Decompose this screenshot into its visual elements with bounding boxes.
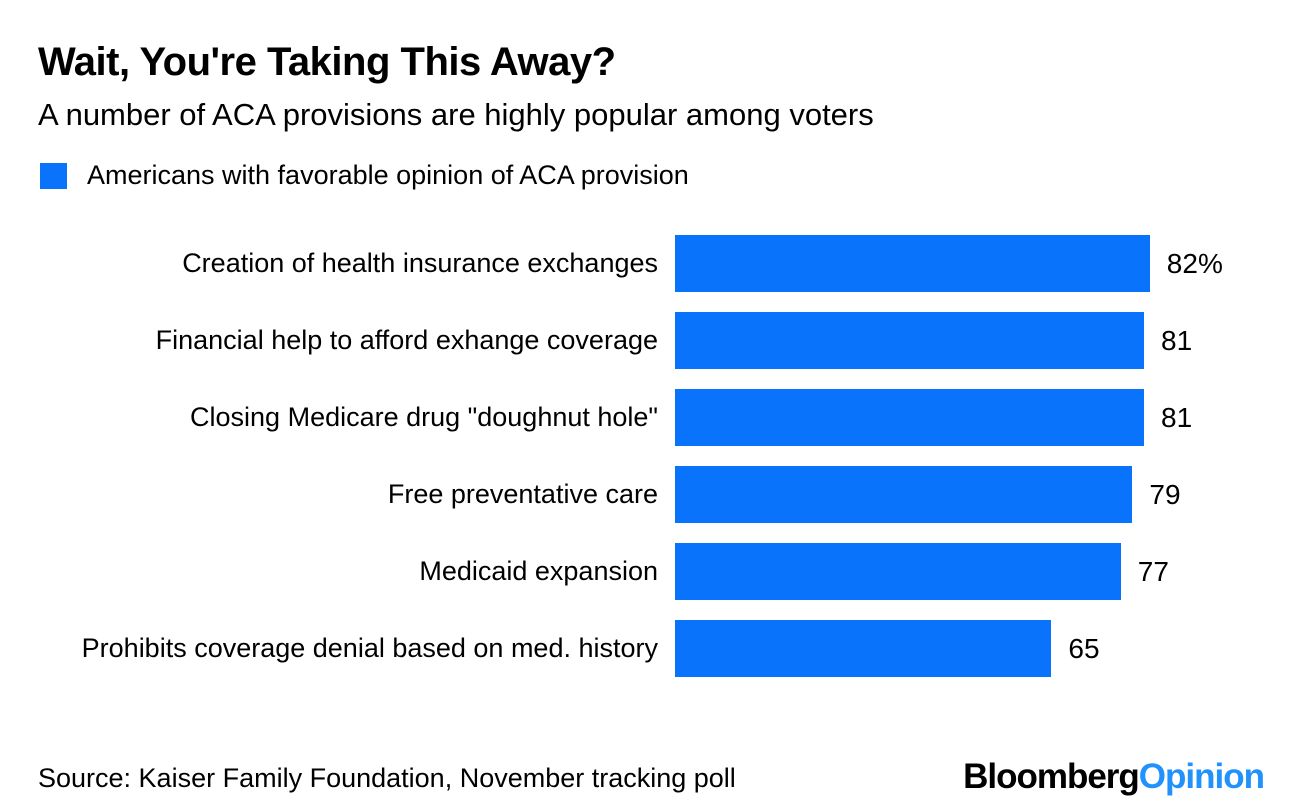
bar-category-label: Medicaid expansion bbox=[419, 555, 658, 586]
legend-swatch-icon bbox=[40, 162, 67, 189]
bar bbox=[675, 312, 1144, 369]
legend-label: Americans with favorable opinion of ACA … bbox=[87, 160, 689, 190]
bar-category-label: Prohibits coverage denial based on med. … bbox=[81, 632, 658, 663]
bar-value-label: 79 bbox=[1149, 478, 1181, 510]
bar-value-label: 81 bbox=[1161, 401, 1193, 433]
bar-chart: Creation of health insurance exchanges 8… bbox=[0, 235, 1296, 697]
source-text: Source: Kaiser Family Foundation, Novemb… bbox=[38, 763, 736, 793]
bar-row: Medicaid expansion 77 bbox=[0, 543, 1296, 600]
bar-value-label: 77 bbox=[1137, 555, 1169, 587]
bar-category-label: Closing Medicare drug "doughnut hole" bbox=[190, 401, 658, 432]
bar-row: Closing Medicare drug "doughnut hole" 81 bbox=[0, 389, 1296, 446]
bar-category-label: Creation of health insurance exchanges bbox=[182, 247, 658, 278]
bar-value-label: 65 bbox=[1068, 632, 1100, 664]
bloomberg-opinion-logo: BloombergOpinion bbox=[963, 757, 1265, 797]
bar-row: Financial help to afford exhange coverag… bbox=[0, 312, 1296, 369]
logo-opinion-text: Opinion bbox=[1138, 757, 1265, 796]
bar-category-label: Financial help to afford exhange coverag… bbox=[155, 324, 658, 355]
bar bbox=[675, 235, 1150, 292]
bar bbox=[675, 466, 1133, 523]
page-title: Wait, You're Taking This Away? bbox=[38, 40, 616, 84]
page-subtitle: A number of ACA provisions are highly po… bbox=[38, 97, 874, 132]
bar-value-label: 81 bbox=[1161, 324, 1193, 356]
bar-row: Prohibits coverage denial based on med. … bbox=[0, 620, 1296, 677]
chart-legend: Americans with favorable opinion of ACA … bbox=[40, 160, 689, 191]
bar bbox=[675, 543, 1121, 600]
logo-bloomberg-text: Bloomberg bbox=[963, 757, 1140, 796]
bar bbox=[675, 620, 1052, 677]
bar bbox=[675, 389, 1144, 446]
bar-value-label: 82% bbox=[1166, 247, 1223, 279]
bar-row: Creation of health insurance exchanges 8… bbox=[0, 235, 1296, 292]
bar-category-label: Free preventative care bbox=[387, 478, 658, 509]
bar-row: Free preventative care 79 bbox=[0, 466, 1296, 523]
